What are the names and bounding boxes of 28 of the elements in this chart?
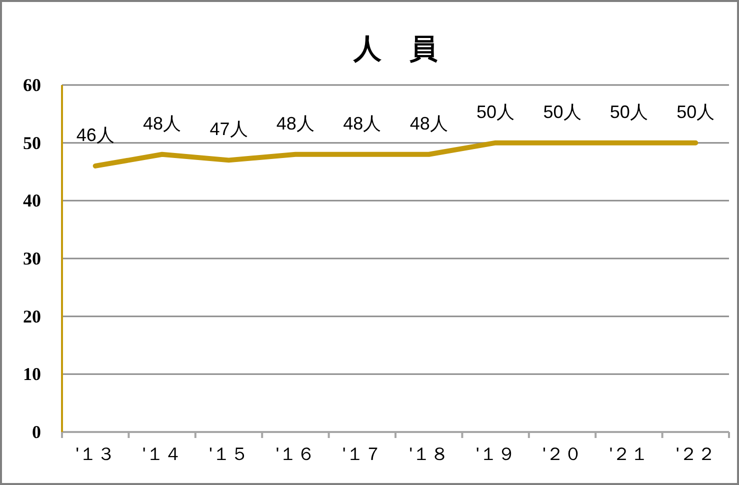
data-label: 48人 bbox=[276, 113, 314, 134]
y-tick-label: 50 bbox=[23, 132, 41, 153]
x-tick-label: '１７ bbox=[342, 444, 382, 464]
data-label: 50人 bbox=[676, 102, 715, 122]
x-tick-label: '１６ bbox=[276, 444, 316, 464]
x-tick-label: '１８ bbox=[409, 444, 449, 464]
data-label: 48人 bbox=[410, 113, 448, 134]
x-tick-label: '２２ bbox=[676, 444, 716, 464]
data-label: 46人 bbox=[76, 124, 114, 145]
y-tick-label: 20 bbox=[23, 306, 41, 326]
data-label: 50人 bbox=[476, 102, 515, 122]
y-tick-label: 60 bbox=[23, 75, 41, 95]
data-label: 50人 bbox=[610, 102, 648, 122]
data-label: 48人 bbox=[343, 113, 382, 134]
y-tick-label: 40 bbox=[23, 190, 41, 211]
x-tick-label: '１３ bbox=[76, 444, 116, 464]
chart-title: 人 員 bbox=[352, 34, 438, 65]
x-tick-label: '１５ bbox=[209, 444, 248, 464]
y-tick-label: 30 bbox=[23, 248, 41, 268]
x-tick-label: '１４ bbox=[142, 444, 182, 464]
data-label: 48人 bbox=[143, 113, 182, 134]
y-tick-label: 0 bbox=[32, 422, 41, 442]
data-label: 50人 bbox=[543, 102, 582, 122]
x-tick-label: '２０ bbox=[542, 444, 582, 464]
x-tick-label: '１９ bbox=[476, 444, 516, 464]
data-label: 47人 bbox=[210, 119, 248, 140]
x-tick-label: '２１ bbox=[609, 444, 649, 464]
y-tick-label: 10 bbox=[23, 364, 41, 384]
